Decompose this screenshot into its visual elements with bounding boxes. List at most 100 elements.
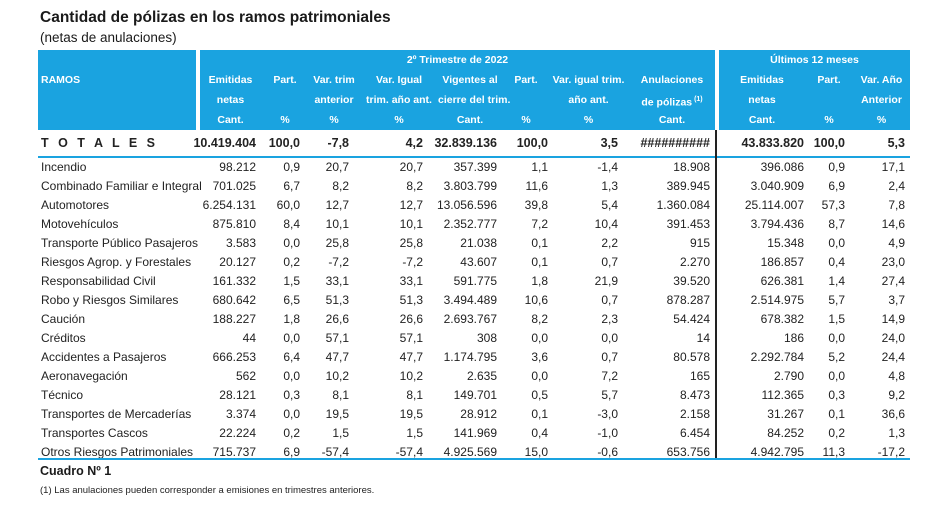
cell-col-6: 21,9	[594, 274, 618, 288]
cell-col-3: 19,5	[399, 407, 423, 421]
cell-col-10: 4,9	[888, 236, 905, 250]
table-row: Robo y Riesgos Similares 680.642 6,5 51,3 51…	[38, 291, 910, 310]
cell-col-6: 3,5	[600, 136, 618, 150]
cell-col-4: 4.925.569	[443, 445, 497, 459]
table-row: Transportes Cascos 22.224 0,2 1,5 1,5 141.969…	[38, 424, 910, 443]
cell-col-1: 0,3	[283, 388, 300, 402]
cell-col-4: 32.839.136	[434, 136, 497, 150]
cell-col-2: 25,8	[325, 236, 349, 250]
cell-col-5: 7,2	[531, 217, 548, 231]
cell-col-1: 6,5	[283, 293, 300, 307]
cell-col-1: 6,4	[283, 350, 300, 364]
cell-col-0: 562	[235, 369, 256, 383]
cell-col-2: 57,1	[325, 331, 349, 345]
header-col-2-line-1: Var. trim	[313, 74, 355, 86]
cell-col-2: 1,5	[332, 426, 349, 440]
cell-col-10: 5,3	[887, 136, 905, 150]
cell-col-0: 680.642	[212, 293, 256, 307]
cell-col-1: 8,4	[283, 217, 300, 231]
cell-col-8: 3.040.909	[750, 179, 804, 193]
cell-col-5: 100,0	[516, 136, 548, 150]
cell-col-4: 2.693.767	[443, 312, 497, 326]
cell-col-1: 1,8	[283, 312, 300, 326]
cell-col-1: 100,0	[268, 136, 300, 150]
cell-col-0: 666.253	[212, 350, 256, 364]
cell-col-2: 8,2	[332, 179, 349, 193]
cell-col-3: -57,4	[395, 445, 423, 459]
cell-col-1: 6,9	[283, 445, 300, 459]
cell-col-6: 1,3	[601, 179, 618, 193]
cell-col-2: 8,1	[332, 388, 349, 402]
cell-col-9: 0,4	[828, 255, 845, 269]
table-row: Incendio 98.212 0,9 20,7 20,7 357.399 1,1 -1,4 1…	[38, 158, 910, 177]
row-label: Automotores	[41, 198, 110, 212]
cell-col-4: 1.174.795	[443, 350, 497, 364]
header-col-2-line-3: %	[329, 114, 339, 126]
header-col-3-line-3: %	[394, 114, 404, 126]
cell-col-6: -1,4	[597, 160, 618, 174]
cell-col-9: 6,9	[828, 179, 845, 193]
cell-col-1: 0,0	[283, 369, 300, 383]
header-col-6-line-2: año ant.	[568, 94, 609, 106]
cell-col-0: 28.121	[219, 388, 256, 402]
cell-col-10: 23,0	[881, 255, 905, 269]
header-col-3-line-1: Var. Igual	[375, 74, 423, 86]
header-group-trimestre: 2º Trimestre de 2022	[406, 54, 509, 66]
cell-col-0: 161.332	[212, 274, 256, 288]
cell-col-0: 188.227	[212, 312, 256, 326]
cell-col-7: 39.520	[673, 274, 710, 288]
cell-col-9: 0,3	[828, 388, 845, 402]
header-col-0-line-2: netas	[216, 94, 245, 106]
row-label: Aeronavegación	[41, 369, 128, 383]
header-col-1-line-3: %	[280, 114, 290, 126]
cell-col-8: 112.365	[761, 388, 805, 402]
cell-col-5: 0,5	[531, 388, 548, 402]
cell-col-1: 0,9	[283, 160, 300, 174]
cell-col-3: 47,7	[399, 350, 423, 364]
cell-col-7: 14	[696, 331, 710, 345]
cell-col-10: 4,8	[888, 369, 905, 383]
row-label: Transportes Cascos	[41, 426, 148, 440]
policies-table: 2º Trimestre de 2022 Últimos 12 meses RAMO…	[38, 50, 910, 462]
cell-col-8: 4.942.795	[750, 445, 804, 459]
cell-col-9: 8,7	[828, 217, 845, 231]
table-row: Combinado Familiar e Integral 701.025 6,7 8…	[38, 177, 910, 196]
row-label: Motovehículos	[41, 217, 119, 231]
cell-col-3: 4,2	[405, 136, 423, 150]
cell-col-6: 2,2	[601, 236, 618, 250]
cell-col-7: 1.360.084	[656, 198, 710, 212]
header-col-7-line-3: Cant.	[658, 114, 686, 126]
cell-col-7: 915	[689, 236, 710, 250]
header-col-5-line-1: Part.	[514, 74, 538, 86]
row-label: Caución	[41, 312, 86, 326]
header-col-6-line-3: %	[583, 114, 594, 126]
cell-col-2: 26,6	[325, 312, 349, 326]
cell-col-2: 19,5	[325, 407, 349, 421]
cell-col-4: 3.803.799	[443, 179, 497, 193]
cell-col-5: 15,0	[524, 445, 548, 459]
cell-col-7: 2.158	[679, 407, 710, 421]
table-row: Caución 188.227 1,8 26,6 26,6 2.693.767 8,2 2,3…	[38, 310, 910, 329]
cell-col-9: 0,0	[828, 331, 845, 345]
cell-col-5: 11,6	[525, 179, 548, 193]
cell-col-2: 10,1	[325, 217, 349, 231]
cell-col-10: 27,4	[881, 274, 905, 288]
cell-col-5: 1,8	[531, 274, 548, 288]
cell-col-2: 12,7	[325, 198, 349, 212]
cell-col-7: 653.756	[666, 445, 710, 459]
cell-col-1: 0,2	[283, 255, 300, 269]
cell-col-10: 24,4	[881, 350, 905, 364]
cell-col-3: 8,1	[406, 388, 423, 402]
cell-col-8: 15.348	[767, 236, 804, 250]
cell-col-3: 10,1	[399, 217, 423, 231]
cell-col-8: 3.794.436	[750, 217, 804, 231]
cell-col-0: 6.254.131	[202, 198, 256, 212]
header-col-8-line-2: netas	[748, 94, 776, 106]
table-row: Riesgos Agrop. y Forestales 20.127 0,2 -7,2…	[38, 253, 910, 272]
table-bottom-rule	[38, 458, 910, 460]
header-col-7-line-2: de pólizas (1)	[641, 96, 703, 109]
cell-col-1: 0,0	[283, 236, 300, 250]
cell-col-0: 10.419.404	[193, 136, 256, 150]
table-row: Técnico 28.121 0,3 8,1 8,1 149.701 0,5 5,7 8.473…	[38, 386, 910, 405]
cell-col-7: 54.424	[673, 312, 710, 326]
